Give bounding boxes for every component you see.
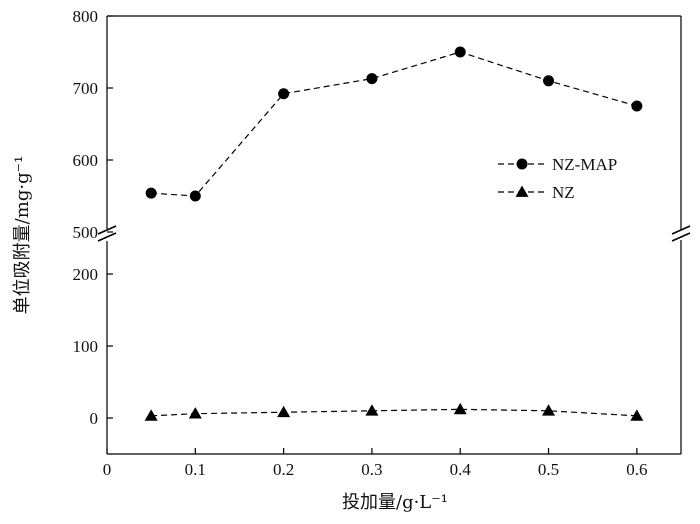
y-tick-label: 0 [90,409,99,428]
legend-marker [516,158,528,170]
y-tick-label: 100 [73,337,99,356]
data-point [144,409,158,421]
series-line [151,408,637,417]
axis-break-mark-left [97,232,117,242]
data-point [543,75,555,87]
legend-label: NZ [552,183,575,202]
axis-break-mark-left [97,225,117,235]
x-axis-title: 投加量/g·L⁻¹ [342,492,448,513]
data-point [630,409,644,421]
legend-label: NZ-MAP [552,155,617,174]
axis-break-mark-right [671,232,691,242]
axis-break-gap-right [669,230,693,240]
x-tick-label: 0.6 [626,460,647,479]
x-tick-label: 0.2 [273,460,294,479]
data-point [542,404,556,416]
data-point [277,405,291,418]
series-nz [144,402,644,421]
x-tick-label: 0.3 [361,460,382,479]
data-point [453,402,467,415]
x-tick-label: 0.1 [185,460,206,479]
y-tick-label: 800 [73,7,99,26]
data-point [188,407,202,419]
data-point [454,46,466,58]
data-point [278,88,290,100]
data-point [631,100,643,112]
y-tick-label: 600 [73,151,99,170]
plot-frame [95,15,693,455]
y-tick-label: 700 [73,79,99,98]
data-point [365,404,379,416]
x-tick-label: 0.4 [450,460,472,479]
legend: NZ-MAP NZ [498,155,617,202]
series-layer [144,46,644,421]
x-axis: 0 0.1 0.2 0.3 0.4 0.5 0.6 [103,448,647,479]
legend-item: NZ [498,183,575,202]
data-point [189,190,201,202]
y-tick-label: 200 [73,265,99,284]
y-axis-title: 单位吸附量/mg·g⁻¹ [12,156,33,315]
data-point [145,187,157,199]
legend-item: NZ-MAP [498,155,617,174]
data-point [366,73,378,85]
legend-marker [515,185,529,197]
x-tick-label: 0.5 [538,460,559,479]
x-tick-label: 0 [103,460,112,479]
axis-break-mark-right [671,225,691,235]
y-axis: 500 600 700 800 0 100 200 [73,7,113,428]
y-tick-label: 500 [73,223,99,242]
axis-break-gap-left [95,230,119,240]
series-line [151,51,638,197]
series-nz-map [145,46,643,202]
